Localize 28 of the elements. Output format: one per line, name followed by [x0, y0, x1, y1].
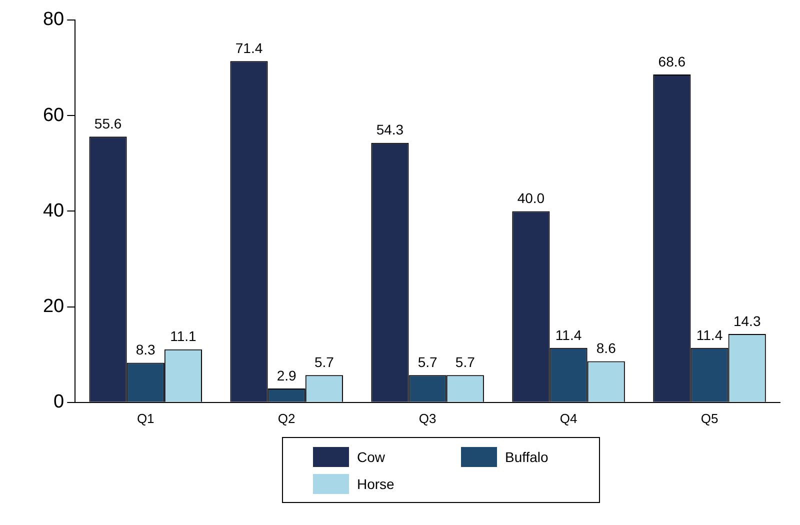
data-label: 8.6	[596, 340, 616, 356]
y-tick-label: 60	[42, 104, 64, 126]
x-tick-label: Q2	[278, 410, 296, 426]
data-label: 5.7	[455, 354, 476, 370]
data-label: 11.1	[170, 328, 197, 344]
x-tick-label: Q3	[418, 410, 436, 426]
data-label: 11.4	[696, 326, 723, 343]
data-label: 8.3	[136, 342, 156, 358]
y-tick-label: 0	[54, 392, 64, 413]
legend-label: Buffalo	[505, 448, 548, 464]
y-tick-label: 40	[42, 200, 64, 222]
data-label: 11.4	[555, 326, 582, 343]
data-label: 68.6	[658, 53, 686, 70]
data-label: 14.3	[733, 312, 761, 329]
x-tick-label: Q1	[136, 410, 154, 426]
data-label: 71.4	[235, 40, 263, 56]
y-tick-label: 80	[42, 9, 64, 30]
x-tick-label: Q4	[560, 410, 578, 426]
data-label: 55.6	[94, 115, 122, 132]
data-label: 5.7	[418, 354, 438, 370]
data-label: 2.9	[276, 367, 297, 384]
data-label: 5.7	[314, 354, 334, 370]
data-label: 40.0	[517, 190, 545, 206]
legend-label: Cow	[357, 448, 386, 464]
y-tick-label: 20	[42, 296, 64, 318]
legend-label: Horse	[357, 476, 394, 492]
data-label: 54.3	[376, 122, 404, 138]
x-tick-label: Q5	[700, 410, 718, 426]
